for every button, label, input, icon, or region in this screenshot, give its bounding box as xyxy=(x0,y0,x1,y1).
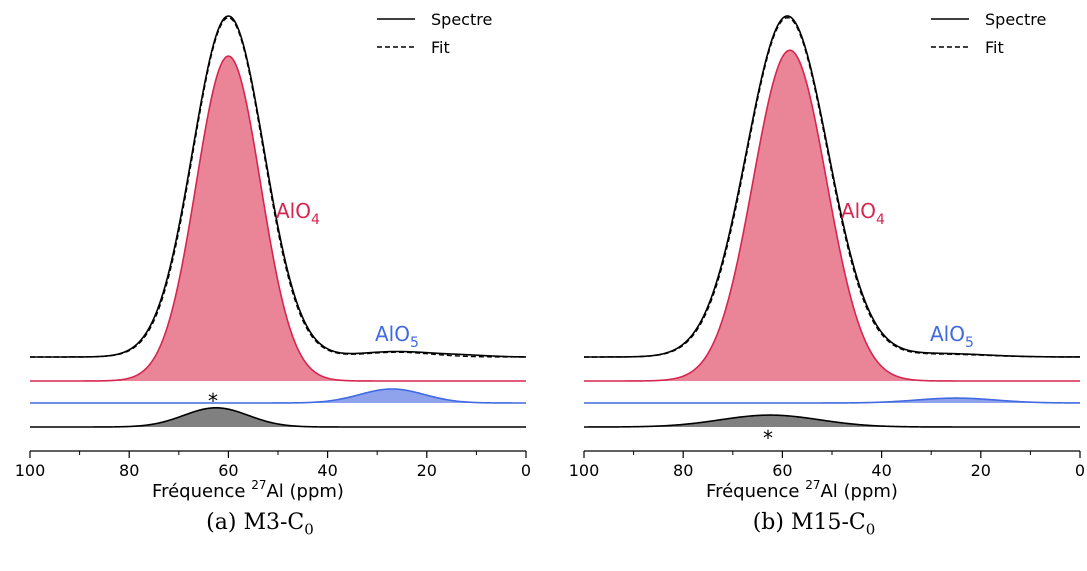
legend-label-fit-a: Fit xyxy=(431,38,450,57)
series-line-alo5-b xyxy=(584,397,1080,404)
series-line-alo5-a xyxy=(30,388,526,404)
series-line-star-b xyxy=(584,414,1080,428)
peak-fill-star-b xyxy=(584,415,1080,427)
legend-label-spectre-b: Spectre xyxy=(985,10,1046,29)
plot-area-b xyxy=(584,15,1080,428)
x-tick-label-b-80: 80 xyxy=(673,461,693,480)
x-axis-b: 100 80 60 40 20 0 xyxy=(569,450,1085,480)
x-axis-a: 100 80 60 40 20 0 xyxy=(15,450,531,480)
spectrum-chart-b: 100 80 60 40 20 0 Fréquence 27Al (ppm) Spectr… xyxy=(569,10,1085,502)
chart-panel-a: 100 80 60 40 20 0 Fréquence 27Al (ppm) Spectr… xyxy=(0,0,531,571)
x-tick-label-a-80: 80 xyxy=(119,461,139,480)
x-tick-label-b-40: 40 xyxy=(871,461,891,480)
star-marker-b: * xyxy=(763,426,773,450)
legend-label-fit-b: Fit xyxy=(985,38,1004,57)
series-line-star-a xyxy=(30,406,526,428)
x-tick-label-a-60: 60 xyxy=(218,461,238,480)
series-line-fit-b xyxy=(584,16,1080,358)
label-alo4-a: AlO4 xyxy=(276,199,320,228)
legend-a: Spectre Fit xyxy=(377,10,492,57)
x-tick-label-b-100: 100 xyxy=(569,461,600,480)
peak-fill-alo4-a xyxy=(30,56,526,381)
label-alo5-b: AlO5 xyxy=(930,322,974,351)
x-tick-label-b-60: 60 xyxy=(772,461,792,480)
x-tick-label-b-0: 0 xyxy=(1075,461,1085,480)
caption-b: (b) M15-C0 xyxy=(752,510,876,539)
peak-fill-alo4-b xyxy=(584,50,1080,381)
series-line-alo4-a xyxy=(30,55,526,382)
x-axis-label-b: Fréquence 27Al (ppm) xyxy=(706,478,898,502)
star-marker-a: * xyxy=(208,389,218,413)
legend-label-spectre-a: Spectre xyxy=(431,10,492,29)
x-tick-label-a-40: 40 xyxy=(317,461,337,480)
peak-fill-alo5-a xyxy=(30,389,526,403)
x-axis-label-a: Fréquence 27Al (ppm) xyxy=(152,478,344,502)
series-line-fit-a xyxy=(30,16,527,358)
legend-b: Spectre Fit xyxy=(931,10,1046,57)
x-tick-label-a-100: 100 xyxy=(15,461,46,480)
x-tick-label-b-20: 20 xyxy=(971,461,991,480)
label-alo4-b: AlO4 xyxy=(841,199,885,228)
x-tick-label-a-20: 20 xyxy=(417,461,437,480)
series-line-alo4-b xyxy=(584,49,1080,382)
label-alo5-a: AlO5 xyxy=(375,322,419,351)
caption-a: (a) M3-C0 xyxy=(206,510,314,539)
spectrum-chart-a: 100 80 60 40 20 0 Fréquence 27Al (ppm) Spectr… xyxy=(15,10,531,502)
chart-panel-b: 100 80 60 40 20 0 Fréquence 27Al (ppm) Spectr… xyxy=(554,0,1085,571)
peak-fill-alo5-b xyxy=(584,398,1080,403)
x-tick-label-a-0: 0 xyxy=(521,461,531,480)
plot-area-a xyxy=(30,15,527,428)
